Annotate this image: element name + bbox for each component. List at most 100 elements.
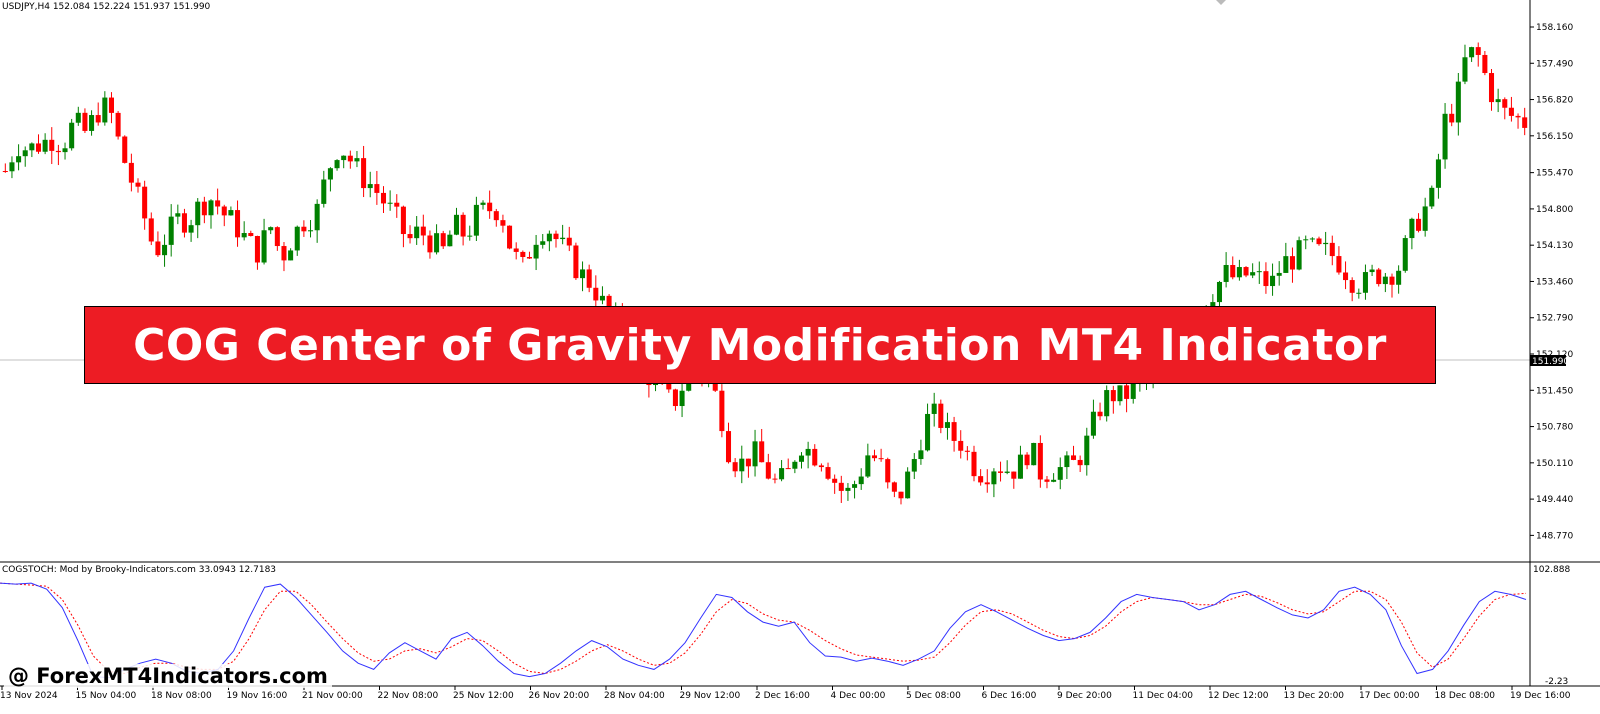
- indicator-label: COGSTOCH: Mod by Brooky-Indicators.com 3…: [2, 565, 276, 575]
- bear-candle: [745, 458, 751, 467]
- bear-candle: [832, 478, 838, 483]
- price-chart-area[interactable]: [0, 0, 1530, 562]
- price-axis[interactable]: 158.160 157.490 156.820 156.150 155.470 154.8…: [1530, 23, 1573, 541]
- bull-candle: [195, 201, 201, 226]
- bull-candle: [162, 244, 168, 256]
- bear-candle: [1124, 385, 1130, 399]
- bull-candle: [911, 459, 917, 472]
- bear-candle: [978, 476, 984, 483]
- bull-candle: [294, 226, 300, 251]
- bull-candle: [580, 269, 586, 279]
- bull-candle: [168, 216, 174, 245]
- bear-candle: [1376, 269, 1382, 285]
- bear-candle: [712, 377, 718, 391]
- bear-candle: [526, 256, 532, 259]
- bull-candle: [307, 230, 314, 232]
- time-axis-label: 18 Nov 08:00: [151, 691, 212, 701]
- bull-candle: [1462, 57, 1468, 82]
- bull-candle: [1276, 272, 1282, 276]
- bull-candle: [865, 455, 871, 477]
- chart-shift-marker-icon[interactable]: [1216, 0, 1226, 5]
- bear-candle: [128, 162, 134, 183]
- bull-candle: [852, 484, 858, 488]
- bull-candle: [367, 184, 373, 189]
- bear-candle: [1349, 280, 1355, 293]
- time-axis-label: 21 Nov 00:00: [302, 691, 363, 701]
- cogstoch-indicator-pane[interactable]: [0, 582, 1527, 679]
- bull-candle: [1216, 281, 1223, 303]
- bear-candle: [1343, 272, 1349, 281]
- bear-candle: [765, 462, 771, 479]
- time-axis-label: 4 Dec 00:00: [831, 691, 886, 701]
- bear-candle: [400, 206, 406, 235]
- bear-candle: [201, 201, 207, 216]
- price-axis-label: 158.160: [1536, 23, 1573, 33]
- bull-candle: [1402, 238, 1408, 271]
- bull-candle: [268, 227, 274, 231]
- candlestick-series: [2, 42, 1528, 505]
- time-axis-label: 19 Nov 16:00: [227, 691, 288, 701]
- bull-candle: [1469, 47, 1475, 58]
- bear-candle: [1044, 479, 1050, 482]
- bull-candle: [679, 390, 685, 407]
- time-axis-label: 19 Dec 16:00: [1510, 691, 1571, 701]
- bull-candle: [434, 233, 440, 253]
- bear-candle: [1024, 454, 1030, 466]
- bull-candle: [1004, 471, 1010, 473]
- bull-candle: [89, 115, 95, 131]
- price-axis-label: 153.460: [1536, 277, 1573, 287]
- bear-candle: [838, 482, 844, 491]
- bull-candle: [261, 230, 267, 263]
- bull-candle: [69, 122, 75, 149]
- bull-candle: [453, 214, 460, 235]
- bear-candle: [82, 112, 88, 131]
- bull-candle: [62, 148, 68, 153]
- price-axis-label: 150.110: [1536, 459, 1573, 469]
- site-watermark: @ ForexMT4Indicators.com: [4, 664, 332, 688]
- time-axis-label: 2 Dec 16:00: [755, 691, 810, 701]
- bear-candle: [487, 202, 493, 212]
- bull-candle: [1303, 239, 1309, 241]
- time-axis[interactable]: 13 Nov 2024 15 Nov 04:00 18 Nov 08:00 19 No…: [0, 686, 1571, 701]
- bear-candle: [1289, 256, 1295, 270]
- bear-candle: [938, 403, 944, 428]
- time-axis-label: 13 Nov 2024: [0, 691, 58, 701]
- bull-candle: [1031, 442, 1037, 466]
- bear-candle: [55, 150, 61, 153]
- bull-candle: [473, 204, 479, 236]
- bull-candle: [540, 241, 546, 245]
- bull-candle: [241, 233, 247, 238]
- bull-candle: [22, 150, 28, 157]
- bear-candle: [586, 269, 592, 288]
- current-price-tag: 151.990: [1530, 355, 1569, 367]
- bull-candle: [918, 450, 924, 460]
- bull-candle: [905, 471, 911, 499]
- bear-candle: [420, 226, 426, 236]
- bull-candle: [599, 295, 605, 301]
- bear-candle: [122, 136, 128, 163]
- bear-candle: [513, 248, 519, 252]
- bear-candle: [1449, 113, 1455, 123]
- bull-candle: [1442, 113, 1448, 160]
- time-axis-label: 17 Dec 00:00: [1359, 691, 1420, 701]
- bull-candle: [779, 468, 785, 480]
- bear-candle: [1329, 242, 1335, 257]
- price-axis-label: 156.150: [1536, 132, 1573, 142]
- bear-candle: [725, 431, 732, 463]
- bull-candle: [327, 168, 333, 180]
- price-axis-label: 156.820: [1536, 96, 1573, 106]
- bear-candle: [1011, 471, 1017, 479]
- symbol-info-label: USDJPY,H4 152.084 152.224 151.937 151.99…: [2, 2, 211, 12]
- bull-candle: [175, 213, 181, 217]
- time-axis-label: 15 Nov 04:00: [76, 691, 137, 701]
- bull-candle: [1495, 99, 1501, 103]
- bear-candle: [818, 465, 824, 468]
- bull-candle: [1250, 272, 1256, 276]
- bear-candle: [971, 451, 977, 477]
- bull-candle: [1104, 390, 1110, 417]
- bear-candle: [108, 97, 114, 113]
- bull-candle: [1429, 187, 1435, 207]
- bull-candle: [29, 143, 35, 151]
- bear-candle: [1263, 271, 1269, 287]
- price-axis-label: 152.790: [1536, 314, 1573, 324]
